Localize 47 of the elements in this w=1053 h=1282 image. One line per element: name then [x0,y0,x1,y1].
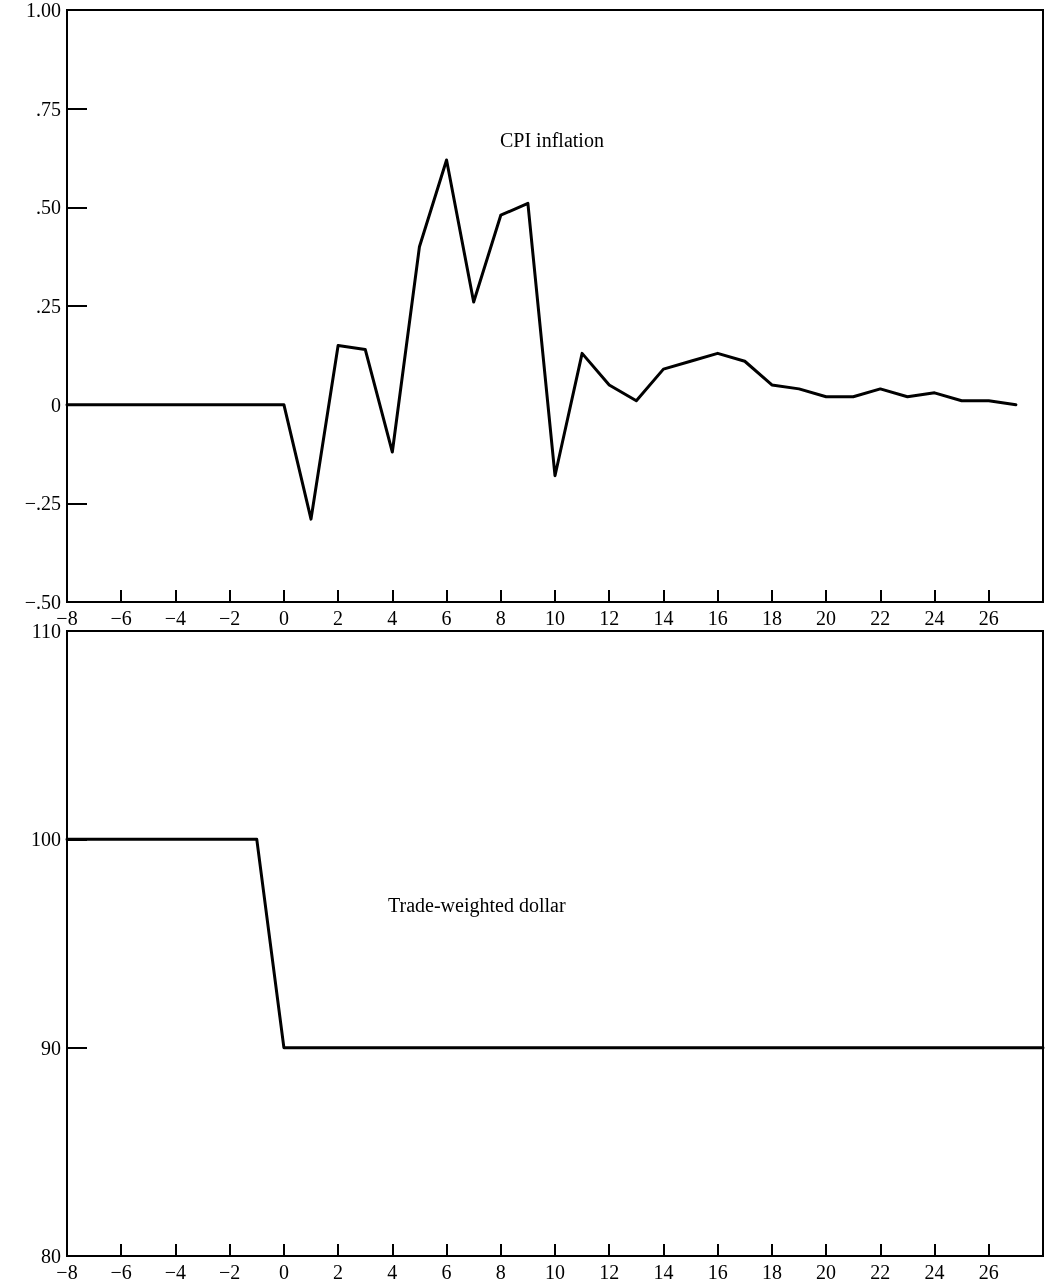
text: Trade-weighted dollar [388,894,566,917]
x-tick-label: 2 [333,1261,344,1282]
x-tick-label: 0 [278,1261,289,1282]
y-tick-label: .50 [36,196,61,219]
x-tick-label: −6 [110,1261,132,1282]
y-tick-label: 1.00 [26,0,61,21]
y-tick-label: 110 [31,620,61,642]
x-tick-label: −4 [164,607,187,629]
y-tick-label: .25 [36,295,61,317]
x-tick-label: 0 [278,607,289,629]
y-tick-label: .75 [36,97,61,120]
x-tick-label: −6 [110,607,132,629]
x-tick-label: 26 [978,1261,999,1282]
x-tick-label: 22 [870,1261,891,1282]
x-tick-label: 20 [816,1261,837,1282]
y-tick-label: 100 [31,828,61,851]
x-tick-label: 16 [707,1261,728,1282]
y-tick-label: −.25 [24,492,61,515]
x-tick-label: 12 [599,607,620,629]
y-tick-label: 0 [51,393,61,416]
x-tick-label: 10 [545,607,565,629]
x-tick-label: 24 [924,1261,945,1282]
x-tick-label: −2 [219,607,241,629]
x-tick-label: 2 [333,607,344,629]
x-tick-label: 10 [545,1261,565,1282]
x-tick-label: −2 [219,1261,241,1282]
y-tick-label: 80 [41,1245,61,1267]
x-tick-label: 22 [870,607,891,629]
x-tick-label: 20 [816,607,837,629]
x-tick-label: 4 [387,607,398,629]
x-tick-label: 4 [387,1261,398,1282]
x-tick-label: 18 [761,607,782,629]
x-tick-label: 16 [707,607,728,629]
x-tick-label: 6 [441,607,452,629]
x-tick-label: 26 [978,607,999,629]
text: CPI inflation [500,129,604,151]
x-tick-label: 14 [653,1261,674,1282]
y-tick-label: 90 [41,1036,61,1059]
x-tick-label: 18 [761,1261,782,1282]
x-tick-label: −4 [164,1261,187,1282]
x-tick-label: 6 [441,1261,452,1282]
x-tick-label: 12 [599,1261,620,1282]
y-tick-label: −.50 [24,591,61,613]
x-tick-label: 8 [495,1261,506,1282]
x-tick-label: 14 [653,607,674,629]
x-tick-label: 8 [495,607,506,629]
x-tick-label: 24 [924,607,945,629]
